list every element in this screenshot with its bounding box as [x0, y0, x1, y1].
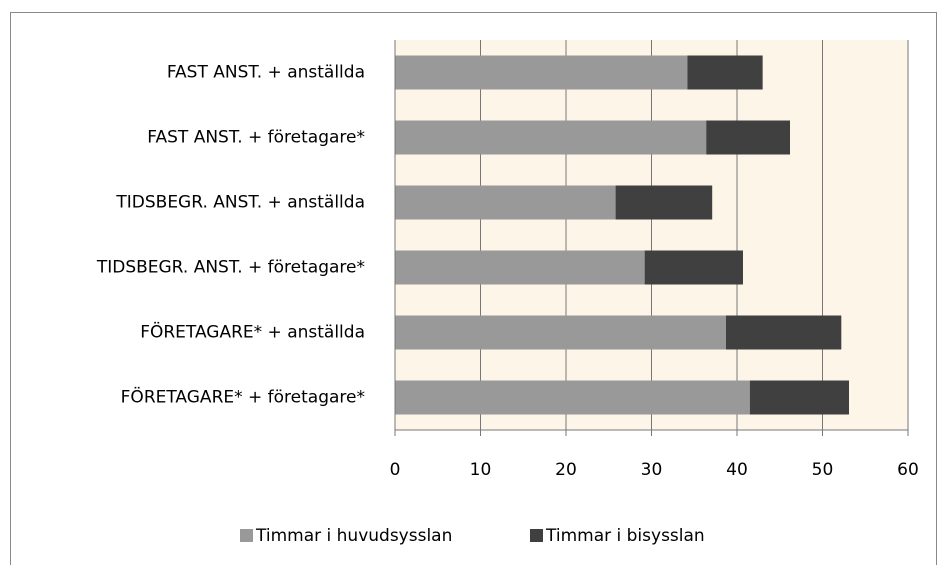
bar-segment: [395, 120, 707, 155]
x-tick-label: 30: [641, 460, 663, 480]
bar-segment: [395, 55, 688, 90]
bar-segment: [706, 120, 791, 155]
y-tick-label: FÖRETAGARE* + anställda: [140, 321, 365, 343]
x-tick-label: 40: [726, 460, 748, 480]
y-tick-label: FAST ANST. + anställda: [167, 63, 365, 83]
legend-label: Timmar i bisysslan: [545, 526, 705, 546]
x-tick-label: 10: [470, 460, 492, 480]
legend-label: Timmar i huvudsysslan: [255, 526, 452, 546]
bar-segment: [725, 315, 842, 350]
x-tick-label: 60: [897, 460, 919, 480]
y-tick-label: TIDSBEGR. ANST. + anställda: [115, 193, 365, 213]
legend-swatch: [240, 529, 253, 542]
bar-segment: [395, 315, 726, 350]
x-tick-label: 20: [555, 460, 577, 480]
bar-segment: [395, 250, 645, 285]
bar-segment: [749, 380, 850, 415]
bar-segment: [615, 185, 713, 220]
bar-segment: [644, 250, 743, 285]
bar-segment: [395, 185, 616, 220]
y-tick-label: FAST ANST. + företagare*: [147, 128, 365, 148]
bar-segment: [687, 55, 763, 90]
x-tick-label: 50: [812, 460, 834, 480]
x-tick-label: 0: [390, 460, 401, 480]
y-tick-label: TIDSBEGR. ANST. + företagare*: [96, 258, 365, 278]
legend-swatch: [530, 529, 543, 542]
bar-segment: [395, 380, 750, 415]
y-tick-label: FÖRETAGARE* + företagare*: [121, 386, 365, 408]
